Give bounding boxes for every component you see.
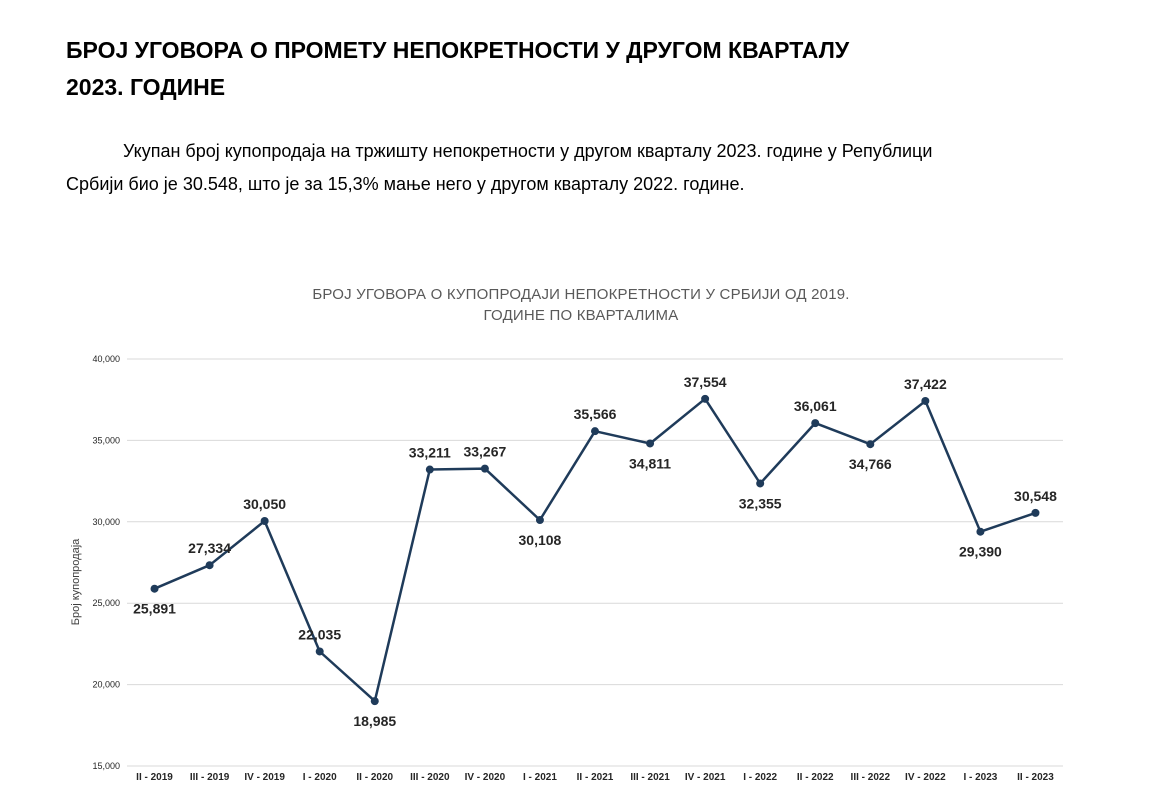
data-point bbox=[646, 439, 655, 448]
y-tick-label: 40,000 bbox=[92, 354, 120, 364]
chart-title-line-2: ГОДИНЕ ПО КВАРТАЛИМА bbox=[483, 307, 679, 324]
data-point bbox=[976, 527, 985, 536]
x-tick-label: IV - 2020 bbox=[465, 772, 506, 783]
data-point bbox=[425, 465, 434, 474]
x-tick-label: III - 2022 bbox=[851, 772, 891, 783]
data-label: 33,267 bbox=[463, 444, 506, 460]
x-axis-tick-labels: II - 2019 III - 2019 IV - 2019 I - 2020 II -… bbox=[136, 772, 1054, 783]
x-tick-label: IV - 2022 bbox=[905, 772, 946, 783]
data-point bbox=[535, 516, 544, 525]
data-label: 33,211 bbox=[409, 445, 451, 461]
series-line bbox=[154, 397, 1036, 703]
x-tick-label: IV - 2019 bbox=[244, 772, 285, 783]
y-tick-label: 25,000 bbox=[92, 598, 120, 608]
data-label: 30,548 bbox=[1014, 488, 1057, 504]
data-point bbox=[150, 584, 159, 593]
x-tick-label: I - 2021 bbox=[523, 772, 557, 783]
x-tick-label: III - 2019 bbox=[190, 772, 230, 783]
chart-container: БРОЈ УГОВОРА О КУПОПРОДАЈИ НЕПОКРЕТНОСТИ… bbox=[0, 270, 1162, 810]
y-tick-label: 15,000 bbox=[92, 761, 120, 771]
y-tick-label: 20,000 bbox=[92, 680, 120, 690]
data-label: 34,811 bbox=[629, 455, 671, 471]
data-point bbox=[1031, 508, 1040, 517]
data-point bbox=[205, 561, 214, 570]
chart-title-line-1: БРОЈ УГОВОРА О КУПОПРОДАЈИ НЕПОКРЕТНОСТИ… bbox=[312, 286, 850, 303]
data-label: 32,355 bbox=[739, 495, 782, 511]
page-heading: БРОЈ УГОВОРА О ПРОМЕТУ НЕПОКРЕТНОСТИ У Д… bbox=[66, 32, 1066, 106]
x-tick-label: III - 2021 bbox=[630, 772, 670, 783]
data-label: 37,554 bbox=[684, 374, 727, 390]
y-axis-label: Број купопродаја bbox=[70, 538, 82, 625]
data-point bbox=[921, 396, 930, 405]
y-tick-label: 35,000 bbox=[92, 435, 120, 445]
y-tick-label: 30,000 bbox=[92, 517, 120, 527]
page-heading-line-1: БРОЈ УГОВОРА О ПРОМЕТУ НЕПОКРЕТНОСТИ У Д… bbox=[66, 37, 850, 63]
x-tick-label: III - 2020 bbox=[410, 772, 450, 783]
summary-paragraph: Укупан број купопродаја на тржишту непок… bbox=[66, 135, 1076, 201]
x-tick-label: I - 2023 bbox=[963, 772, 997, 783]
summary-paragraph-line-1: Укупан број купопродаја на тржишту непок… bbox=[123, 141, 933, 161]
data-point bbox=[315, 647, 324, 656]
data-label: 34,766 bbox=[849, 456, 892, 472]
data-point bbox=[866, 440, 875, 449]
data-point bbox=[260, 516, 269, 525]
x-tick-label: I - 2022 bbox=[743, 772, 777, 783]
x-tick-label: II - 2019 bbox=[136, 772, 173, 783]
data-label: 36,061 bbox=[794, 398, 837, 414]
data-label: 30,108 bbox=[519, 532, 562, 548]
x-tick-label: II - 2021 bbox=[577, 772, 614, 783]
chart-title: БРОЈ УГОВОРА О КУПОПРОДАЈИ НЕПОКРЕТНОСТИ… bbox=[0, 284, 1162, 326]
x-tick-label: I - 2020 bbox=[303, 772, 337, 783]
data-label: 27,334 bbox=[188, 540, 231, 556]
data-point bbox=[370, 697, 379, 706]
data-label: 18,985 bbox=[353, 713, 396, 729]
line-chart: 15,000 20,000 25,000 30,000 35,000 40,000 Бро… bbox=[70, 354, 1063, 783]
data-label: 37,422 bbox=[904, 376, 947, 392]
data-point bbox=[811, 419, 820, 428]
data-labels: 25,891 27,334 30,050 22,035 18,985 33,211 33,2… bbox=[133, 374, 1057, 729]
x-tick-label: II - 2023 bbox=[1017, 772, 1054, 783]
y-axis-tick-labels: 15,000 20,000 25,000 30,000 35,000 40,000 bbox=[92, 354, 120, 771]
data-label: 25,891 bbox=[133, 601, 176, 617]
summary-paragraph-line-2: Србији био је 30.548, што је за 15,3% ма… bbox=[66, 174, 745, 194]
data-point bbox=[480, 464, 489, 473]
grid-layer bbox=[127, 358, 1063, 767]
data-label: 29,390 bbox=[959, 544, 1002, 560]
x-tick-label: II - 2020 bbox=[356, 772, 393, 783]
data-points bbox=[150, 394, 1040, 706]
data-point bbox=[701, 394, 710, 403]
x-tick-label: IV - 2021 bbox=[685, 772, 726, 783]
data-point bbox=[756, 479, 765, 488]
x-tick-label: II - 2022 bbox=[797, 772, 834, 783]
data-label: 30,050 bbox=[243, 496, 286, 512]
data-label: 22,035 bbox=[298, 626, 341, 642]
page-heading-line-2: 2023. ГОДИНЕ bbox=[66, 74, 226, 100]
data-point bbox=[591, 427, 599, 436]
data-label: 35,566 bbox=[574, 406, 617, 422]
